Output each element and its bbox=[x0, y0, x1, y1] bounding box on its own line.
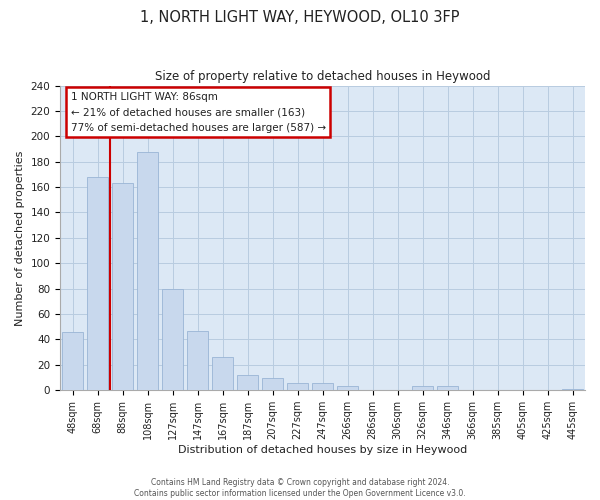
X-axis label: Distribution of detached houses by size in Heywood: Distribution of detached houses by size … bbox=[178, 445, 467, 455]
Text: 1, NORTH LIGHT WAY, HEYWOOD, OL10 3FP: 1, NORTH LIGHT WAY, HEYWOOD, OL10 3FP bbox=[140, 10, 460, 25]
Bar bbox=[212, 357, 233, 390]
Title: Size of property relative to detached houses in Heywood: Size of property relative to detached ho… bbox=[155, 70, 490, 83]
Bar bbox=[287, 382, 308, 390]
Y-axis label: Number of detached properties: Number of detached properties bbox=[15, 150, 25, 326]
Bar bbox=[412, 386, 433, 390]
Bar bbox=[87, 177, 108, 390]
Bar bbox=[137, 152, 158, 390]
Bar bbox=[312, 382, 333, 390]
Text: 1 NORTH LIGHT WAY: 86sqm
← 21% of detached houses are smaller (163)
77% of semi-: 1 NORTH LIGHT WAY: 86sqm ← 21% of detach… bbox=[71, 92, 326, 133]
Bar bbox=[187, 330, 208, 390]
Bar bbox=[337, 386, 358, 390]
Bar bbox=[112, 184, 133, 390]
Bar bbox=[262, 378, 283, 390]
Bar bbox=[562, 389, 583, 390]
Bar bbox=[62, 332, 83, 390]
Bar bbox=[437, 386, 458, 390]
Bar bbox=[237, 375, 258, 390]
Text: Contains HM Land Registry data © Crown copyright and database right 2024.
Contai: Contains HM Land Registry data © Crown c… bbox=[134, 478, 466, 498]
Bar bbox=[162, 288, 183, 390]
